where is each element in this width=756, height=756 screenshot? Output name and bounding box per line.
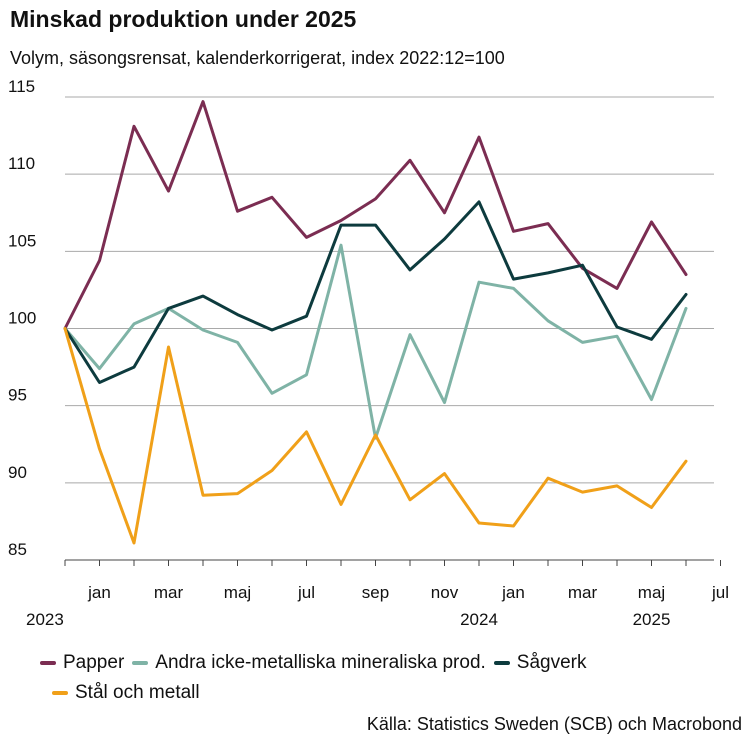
legend-item-andra: Andra icke-metalliska mineraliska prod.: [132, 652, 486, 674]
year-label-2024: 2024: [460, 610, 498, 629]
y-tick-label-90: 90: [8, 463, 27, 482]
legend-label-andra: Andra icke-metalliska mineraliska prod.: [155, 652, 486, 673]
x-tick-label-jul: jul: [711, 583, 729, 602]
year-label-2025: 2025: [633, 610, 671, 629]
y-tick-label-105: 105: [8, 231, 36, 250]
y-tick-label-110: 110: [8, 154, 35, 173]
x-tick-label-nov: nov: [431, 583, 459, 602]
series-line-sågverk: [63, 200, 688, 384]
legend-swatch-papper: [40, 661, 56, 665]
y-tick-label-115: 115: [8, 77, 35, 96]
y-tick-label-95: 95: [8, 386, 27, 405]
line-chart: 85 90 95 100 105 110 115 jan mar maj jul sep nov jan m…: [8, 77, 729, 629]
chart-subtitle: Volym, säsongsrensat, kalenderkorrigerat…: [10, 48, 505, 68]
legend-swatch-stal: [52, 691, 68, 695]
legend-label-sagverk: Sågverk: [516, 652, 587, 673]
legend-item-papper: Papper: [40, 652, 124, 674]
year-label-2023: 2023: [26, 610, 64, 629]
x-tick-label-maj: maj: [224, 583, 251, 602]
x-tick-label-jul: jul: [297, 583, 315, 602]
x-tick-label-mar: mar: [154, 583, 184, 602]
x-tick-label-mar: mar: [568, 583, 598, 602]
legend-swatch-andra: [132, 661, 149, 665]
y-tick-label-100: 100: [8, 309, 36, 328]
y-tick-label-85: 85: [8, 540, 27, 559]
x-tick-label-sep: sep: [362, 583, 389, 602]
x-tick-label-jan: jan: [501, 583, 525, 602]
legend-label-stal: Stål och metall: [75, 682, 200, 703]
series-line-stål-och-metall: [63, 327, 688, 545]
x-tick-label-maj: maj: [638, 583, 665, 602]
legend-item-stal: Stål och metall: [52, 682, 200, 704]
chart-title: Minskad produktion under 2025: [10, 6, 357, 32]
source-note: Källa: Statistics Sweden (SCB) och Macro…: [366, 714, 742, 734]
legend-label-papper: Papper: [63, 652, 125, 673]
legend-item-sagverk: Sågverk: [493, 652, 587, 674]
chart-legend: Papper Andra icke-metalliska mineraliska…: [40, 648, 740, 708]
series-line-papper: [63, 100, 688, 330]
x-tick-label-jan: jan: [87, 583, 111, 602]
legend-swatch-sagverk: [493, 661, 510, 665]
